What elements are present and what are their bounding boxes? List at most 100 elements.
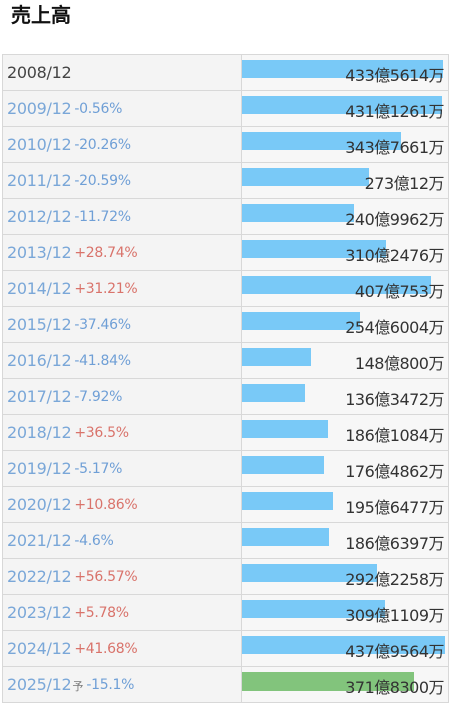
change-percent: -20.26% bbox=[74, 136, 131, 153]
value-cell: 292億2258万 bbox=[242, 559, 448, 594]
revenue-value: 431億1261万 bbox=[345, 102, 444, 121]
value-cell: 254億6004万 bbox=[242, 307, 448, 342]
revenue-bar bbox=[242, 456, 324, 474]
year-cell: 2020/12 +10.86% bbox=[3, 487, 242, 522]
table-row: 2023/12 +5.78% 309億1109万 bbox=[2, 595, 449, 631]
revenue-bar bbox=[242, 168, 369, 186]
year-link: 2008/12 bbox=[7, 63, 72, 82]
table-row: 2022/12 +56.57% 292億2258万 bbox=[2, 559, 449, 595]
change-percent: -4.6% bbox=[74, 532, 114, 549]
revenue-bar bbox=[242, 636, 445, 654]
table-row: 2016/12 -41.84% 148億800万 bbox=[2, 343, 449, 379]
value-cell: 273億12万 bbox=[242, 163, 448, 198]
value-cell: 433億5614万 bbox=[242, 55, 448, 90]
revenue-bar bbox=[242, 132, 401, 150]
revenue-value: 136億3472万 bbox=[345, 390, 444, 409]
year-link[interactable]: 2018/12 bbox=[7, 423, 72, 442]
year-link[interactable]: 2020/12 bbox=[7, 495, 72, 514]
table-row: 2015/12 -37.46% 254億6004万 bbox=[2, 307, 449, 343]
year-link[interactable]: 2015/12 bbox=[7, 315, 72, 334]
year-link[interactable]: 2009/12 bbox=[7, 99, 72, 118]
revenue-value: 309億1109万 bbox=[345, 606, 444, 625]
value-cell: 186億1084万 bbox=[242, 415, 448, 450]
value-cell: 407億753万 bbox=[242, 271, 448, 306]
page-title: 売上高 bbox=[11, 3, 71, 27]
year-link[interactable]: 2010/12 bbox=[7, 135, 72, 154]
year-cell: 2015/12 -37.46% bbox=[3, 307, 242, 342]
year-cell: 2022/12 +56.57% bbox=[3, 559, 242, 594]
revenue-bar bbox=[242, 348, 311, 366]
revenue-bar bbox=[242, 96, 442, 114]
value-cell: 176億4862万 bbox=[242, 451, 448, 486]
revenue-bar bbox=[242, 420, 328, 438]
year-cell: 2010/12 -20.26% bbox=[3, 127, 242, 162]
year-cell: 2013/12 +28.74% bbox=[3, 235, 242, 270]
year-cell: 2024/12 +41.68% bbox=[3, 631, 242, 666]
year-cell: 2016/12 -41.84% bbox=[3, 343, 242, 378]
year-link[interactable]: 2022/12 bbox=[7, 567, 72, 586]
change-percent: +56.57% bbox=[74, 568, 138, 585]
table-row: 2014/12 +31.21% 407億753万 bbox=[2, 271, 449, 307]
table-row: 2017/12 -7.92% 136億3472万 bbox=[2, 379, 449, 415]
value-cell: 310億2476万 bbox=[242, 235, 448, 270]
table-row: 2010/12 -20.26% 343億7661万 bbox=[2, 127, 449, 163]
value-cell: 186億6397万 bbox=[242, 523, 448, 558]
table-row: 2011/12 -20.59% 273億12万 bbox=[2, 163, 449, 199]
revenue-bar bbox=[242, 204, 354, 222]
table-row: 2013/12 +28.74% 310億2476万 bbox=[2, 235, 449, 271]
revenue-bar bbox=[242, 492, 333, 510]
year-cell: 2014/12 +31.21% bbox=[3, 271, 242, 306]
change-percent: -0.56% bbox=[74, 100, 123, 117]
change-percent: -41.84% bbox=[74, 352, 131, 369]
year-cell: 2011/12 -20.59% bbox=[3, 163, 242, 198]
year-cell: 2008/12 bbox=[3, 55, 242, 90]
change-percent: -15.1% bbox=[86, 676, 135, 693]
revenue-value: 176億4862万 bbox=[345, 462, 444, 481]
change-percent: -37.46% bbox=[74, 316, 131, 333]
value-cell: 240億9962万 bbox=[242, 199, 448, 234]
year-link[interactable]: 2023/12 bbox=[7, 603, 72, 622]
year-cell: 2012/12 -11.72% bbox=[3, 199, 242, 234]
year-link[interactable]: 2017/12 bbox=[7, 387, 72, 406]
year-cell: 2025/12 予 -15.1% bbox=[3, 667, 242, 702]
revenue-bar bbox=[242, 312, 360, 330]
value-cell: 309億1109万 bbox=[242, 595, 448, 630]
year-cell: 2021/12 -4.6% bbox=[3, 523, 242, 558]
revenue-bar bbox=[242, 600, 385, 618]
revenue-value: 186億6397万 bbox=[345, 534, 444, 553]
year-link[interactable]: 2012/12 bbox=[7, 207, 72, 226]
value-cell: 343億7661万 bbox=[242, 127, 448, 162]
change-percent: -5.17% bbox=[74, 460, 123, 477]
year-link[interactable]: 2024/12 bbox=[7, 639, 72, 658]
year-link[interactable]: 2021/12 bbox=[7, 531, 72, 550]
year-link[interactable]: 2019/12 bbox=[7, 459, 72, 478]
revenue-table: 2008/12 433億5614万 2009/12 -0.56% 431億1261万 20… bbox=[2, 54, 449, 703]
value-cell: 148億800万 bbox=[242, 343, 448, 378]
forecast-mark: 予 bbox=[72, 679, 84, 693]
revenue-bar bbox=[242, 564, 377, 582]
revenue-bar bbox=[242, 240, 386, 258]
year-link[interactable]: 2013/12 bbox=[7, 243, 72, 262]
change-percent: -7.92% bbox=[74, 388, 123, 405]
table-row: 2020/12 +10.86% 195億6477万 bbox=[2, 487, 449, 523]
revenue-bar bbox=[242, 384, 305, 402]
revenue-value: 371億8300万 bbox=[345, 678, 444, 697]
revenue-value: 195億6477万 bbox=[345, 498, 444, 517]
change-percent: +28.74% bbox=[74, 244, 138, 261]
revenue-bar bbox=[242, 528, 329, 546]
table-row: 2021/12 -4.6% 186億6397万 bbox=[2, 523, 449, 559]
revenue-value: 310億2476万 bbox=[345, 246, 444, 265]
table-row: 2019/12 -5.17% 176億4862万 bbox=[2, 451, 449, 487]
table-row: 2008/12 433億5614万 bbox=[2, 55, 449, 91]
value-cell: 136億3472万 bbox=[242, 379, 448, 414]
revenue-bar bbox=[242, 60, 443, 78]
year-link[interactable]: 2011/12 bbox=[7, 171, 72, 190]
change-percent: +36.5% bbox=[74, 424, 129, 441]
year-link[interactable]: 2016/12 bbox=[7, 351, 72, 370]
table-row: 2009/12 -0.56% 431億1261万 bbox=[2, 91, 449, 127]
year-link[interactable]: 2025/12 bbox=[7, 675, 72, 694]
year-cell: 2017/12 -7.92% bbox=[3, 379, 242, 414]
revenue-value: 437億9564万 bbox=[345, 642, 444, 661]
table-row: 2018/12 +36.5% 186億1084万 bbox=[2, 415, 449, 451]
year-link[interactable]: 2014/12 bbox=[7, 279, 72, 298]
